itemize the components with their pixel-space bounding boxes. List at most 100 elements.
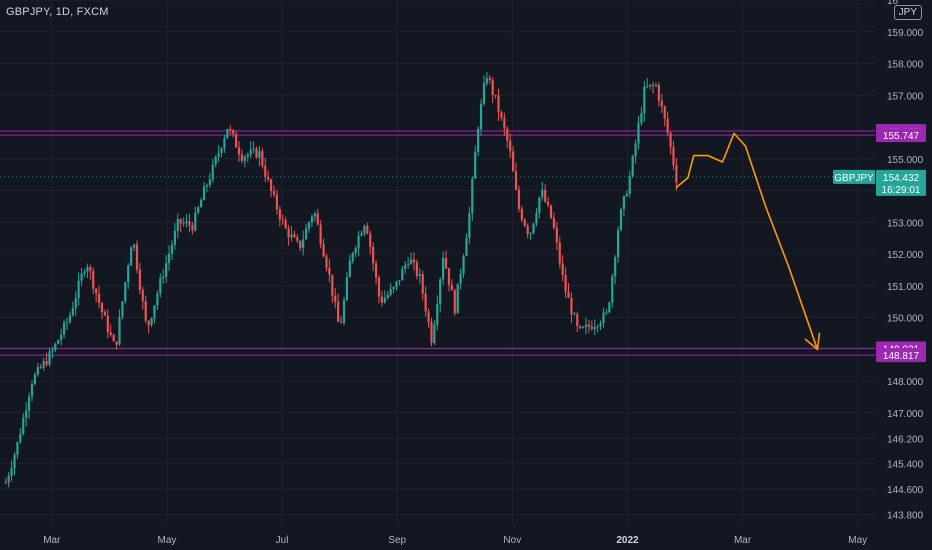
candle-body [488, 77, 491, 80]
candle-body [97, 293, 101, 303]
candle-body [33, 374, 37, 385]
level-price-tag: 148.817 [876, 348, 926, 363]
candles-layer [4, 71, 678, 488]
candle-body [596, 326, 599, 328]
candle-body [666, 118, 669, 133]
y-tick-label: 143.800 [887, 510, 924, 521]
candle-body [468, 213, 471, 238]
candle-body [223, 138, 226, 149]
candle-body [202, 186, 206, 201]
candle-body [19, 434, 22, 443]
candle-body [153, 305, 156, 319]
candle-body [243, 156, 246, 161]
candle-body [549, 205, 553, 219]
candle-body [640, 113, 643, 124]
x-tick-label: Nov [503, 535, 521, 546]
candle-body [325, 256, 328, 268]
candle-body [669, 132, 672, 148]
candle-body [581, 327, 585, 329]
candle-body [322, 244, 325, 257]
candle-body [561, 263, 564, 275]
y-tick-label: 155.000 [887, 155, 924, 166]
candle-body [500, 112, 503, 118]
candle-body [170, 244, 174, 254]
level-price-tag: 155.747 [876, 128, 926, 143]
candle-body [421, 274, 424, 294]
candle-body [631, 156, 634, 177]
candle-body [360, 233, 363, 236]
candle-body [48, 351, 51, 365]
candle-body [127, 265, 130, 283]
candle-body [132, 244, 136, 248]
candle-body [269, 179, 273, 192]
candle-body [197, 207, 200, 213]
candle-body [51, 350, 54, 352]
candle-body [77, 280, 80, 299]
x-tick-label: 2022 [616, 535, 639, 546]
candle-body [281, 219, 284, 221]
candle-body [232, 130, 235, 135]
currency-button[interactable]: JPY [893, 5, 922, 20]
candle-body [334, 295, 337, 302]
candle-body [485, 77, 488, 84]
projection-arrow [675, 132, 819, 351]
candle-body [442, 257, 445, 280]
x-tick-label: Jul [276, 535, 289, 546]
chart-title: GBPJPY, 1D, FXCM [6, 6, 109, 18]
last-price-tag-bg [876, 169, 926, 196]
candle-body [512, 151, 515, 172]
candle-body [304, 228, 308, 240]
candle-body [646, 86, 649, 88]
candle-body [95, 288, 98, 294]
candle-body [7, 475, 10, 483]
candle-body [433, 324, 436, 343]
y-tick-label: 159.000 [887, 28, 924, 39]
candle-body [275, 194, 279, 210]
candle-body [412, 259, 416, 263]
candle-body [194, 212, 197, 231]
candle-body [447, 268, 451, 285]
candle-body [115, 341, 118, 345]
candle-body [616, 229, 620, 258]
candle-body [462, 256, 465, 274]
candle-body [398, 280, 401, 282]
candle-body [342, 299, 346, 323]
x-tick-label: Mar [43, 535, 61, 546]
candle-body [109, 332, 112, 335]
candle-body [249, 149, 252, 155]
annotation-layer [675, 132, 821, 351]
candle-body [599, 323, 602, 327]
candle-body [138, 269, 141, 291]
x-tick-label: May [848, 535, 867, 546]
candle-body [622, 196, 626, 210]
candle-body [567, 291, 570, 298]
candle-body [290, 234, 293, 238]
candle-body [532, 223, 535, 233]
level-tag-label: 148.817 [883, 351, 920, 362]
candle-body [529, 232, 532, 234]
candle-body [351, 253, 354, 261]
candle-body [374, 263, 378, 278]
candle-body [444, 257, 448, 269]
candle-body [541, 189, 544, 198]
candle-body [217, 153, 220, 157]
candle-body [214, 156, 217, 165]
candle-body [657, 85, 661, 101]
candle-body [672, 147, 675, 166]
candle-body [258, 151, 261, 158]
candle-body [427, 311, 430, 323]
candle-body [235, 134, 238, 148]
candle-body [302, 239, 305, 249]
candle-body [407, 263, 410, 265]
candle-body [474, 151, 477, 179]
candle-body [205, 185, 209, 187]
candle-body [30, 384, 34, 397]
candle-body [380, 296, 383, 303]
y-tick-label: 157.000 [887, 91, 924, 102]
candle-body [179, 219, 182, 224]
candle-body [124, 282, 127, 302]
candle-body [200, 200, 203, 208]
candle-body [608, 302, 611, 313]
